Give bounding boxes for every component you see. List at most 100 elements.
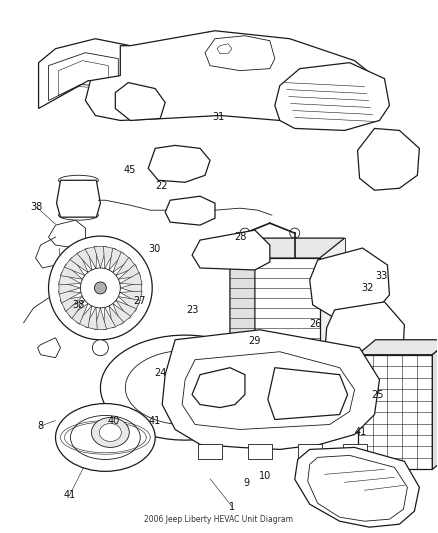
Polygon shape (57, 180, 100, 217)
Ellipse shape (99, 424, 121, 441)
Ellipse shape (71, 415, 140, 459)
Polygon shape (357, 340, 438, 355)
Polygon shape (85, 308, 97, 330)
Polygon shape (230, 258, 320, 378)
Circle shape (209, 409, 221, 421)
Text: 30: 30 (148, 245, 160, 254)
Polygon shape (116, 257, 137, 276)
Polygon shape (109, 248, 124, 270)
Polygon shape (165, 196, 215, 225)
Polygon shape (148, 146, 210, 182)
Polygon shape (357, 128, 419, 190)
Polygon shape (77, 306, 92, 328)
Polygon shape (116, 301, 137, 319)
Polygon shape (94, 308, 106, 329)
Text: 41: 41 (64, 490, 76, 500)
Polygon shape (64, 301, 85, 319)
Polygon shape (357, 355, 432, 470)
Circle shape (240, 228, 250, 238)
Polygon shape (198, 445, 222, 459)
Polygon shape (38, 338, 60, 358)
Text: 38: 38 (72, 300, 85, 310)
Text: 26: 26 (309, 319, 321, 329)
Polygon shape (298, 445, 321, 459)
Polygon shape (60, 296, 82, 311)
Polygon shape (120, 272, 142, 285)
Polygon shape (310, 248, 389, 320)
Circle shape (339, 277, 356, 293)
Polygon shape (103, 246, 116, 269)
Polygon shape (230, 238, 345, 258)
Text: 29: 29 (249, 336, 261, 346)
Polygon shape (375, 340, 438, 455)
Circle shape (92, 340, 108, 356)
Polygon shape (192, 368, 245, 408)
Text: 8: 8 (38, 421, 44, 431)
Polygon shape (295, 447, 419, 527)
Polygon shape (248, 445, 272, 459)
Text: 40: 40 (107, 416, 120, 425)
Polygon shape (120, 291, 142, 303)
Polygon shape (70, 252, 88, 272)
Text: 28: 28 (234, 232, 246, 243)
Circle shape (201, 401, 229, 429)
Ellipse shape (56, 403, 155, 471)
Text: 45: 45 (124, 165, 136, 175)
Polygon shape (85, 246, 97, 269)
Ellipse shape (92, 417, 129, 447)
Polygon shape (325, 302, 404, 378)
Text: 27: 27 (133, 296, 146, 306)
Polygon shape (230, 238, 255, 378)
Text: 38: 38 (30, 202, 42, 212)
Circle shape (81, 268, 120, 308)
Polygon shape (59, 281, 81, 294)
Text: 24: 24 (154, 368, 166, 378)
Text: 1: 1 (229, 502, 235, 512)
Polygon shape (113, 303, 131, 324)
Ellipse shape (59, 210, 99, 220)
Polygon shape (268, 368, 348, 419)
Polygon shape (192, 230, 270, 270)
Polygon shape (85, 31, 379, 125)
Polygon shape (103, 308, 116, 330)
Text: 25: 25 (371, 390, 383, 400)
Text: 10: 10 (259, 471, 271, 481)
Polygon shape (94, 247, 106, 268)
Circle shape (330, 267, 366, 303)
Text: 33: 33 (375, 271, 388, 281)
Text: 41: 41 (355, 427, 367, 437)
Circle shape (49, 236, 152, 340)
Polygon shape (64, 257, 85, 276)
Text: 23: 23 (187, 305, 199, 315)
Polygon shape (39, 39, 130, 109)
Text: 9: 9 (243, 478, 249, 488)
Polygon shape (59, 272, 81, 285)
Circle shape (95, 282, 106, 294)
Circle shape (345, 318, 389, 362)
Circle shape (357, 330, 377, 350)
Polygon shape (205, 36, 275, 71)
Polygon shape (49, 220, 85, 248)
Polygon shape (60, 264, 82, 279)
Polygon shape (59, 291, 81, 303)
Text: 2006 Jeep Liberty HEVAC Unit Diagram: 2006 Jeep Liberty HEVAC Unit Diagram (145, 515, 293, 524)
Polygon shape (70, 303, 88, 324)
Text: 22: 22 (155, 181, 168, 191)
Circle shape (290, 228, 300, 238)
Polygon shape (115, 83, 165, 120)
Text: 41: 41 (148, 416, 160, 425)
Text: 31: 31 (212, 112, 224, 122)
Polygon shape (113, 252, 131, 272)
Polygon shape (109, 306, 124, 328)
Text: 32: 32 (361, 282, 374, 293)
Polygon shape (118, 296, 141, 311)
Polygon shape (118, 264, 141, 279)
Polygon shape (343, 445, 367, 459)
Polygon shape (120, 281, 142, 294)
Polygon shape (432, 340, 438, 470)
Polygon shape (255, 238, 345, 358)
Polygon shape (275, 63, 389, 131)
Polygon shape (77, 248, 92, 270)
Polygon shape (162, 330, 379, 449)
Ellipse shape (59, 175, 99, 185)
